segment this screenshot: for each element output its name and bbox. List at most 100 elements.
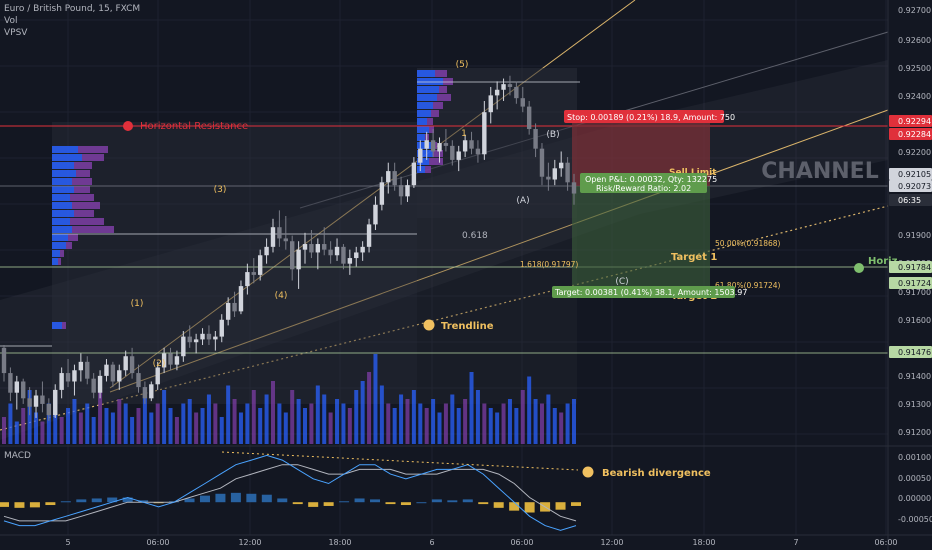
candle-body bbox=[225, 302, 231, 320]
candle-body bbox=[193, 339, 199, 343]
price-tick-label: 0.91400 bbox=[898, 372, 931, 381]
price-tick-label: 0.92700 bbox=[898, 6, 931, 15]
volume-bar bbox=[456, 408, 461, 444]
volume-bar bbox=[168, 408, 173, 444]
volume-bar bbox=[520, 390, 525, 444]
candle-body bbox=[526, 106, 532, 130]
macd-axis[interactable]: 0.00100 0.00050 0.00000 -0.00050 bbox=[898, 453, 932, 524]
channel-upper-line bbox=[109, 0, 636, 389]
volume-bar bbox=[450, 394, 455, 444]
price-badge-label: 0.92073 bbox=[898, 182, 931, 191]
candle-body bbox=[418, 148, 423, 163]
time-tick-label: 12:00 bbox=[600, 538, 623, 547]
candle-body bbox=[232, 302, 237, 312]
macd-histogram-bar bbox=[493, 502, 504, 508]
price-badge bbox=[889, 261, 932, 273]
volume-bar bbox=[85, 403, 90, 444]
candle-body bbox=[245, 272, 250, 287]
candle-body bbox=[322, 244, 327, 250]
candle-body bbox=[142, 387, 148, 399]
volume-bar bbox=[8, 403, 13, 444]
macd-histogram-bar bbox=[261, 494, 272, 503]
time-axis[interactable]: 5 06:00 12:00 18:00 6 06:00 12:00 18:00 7 06:00 bbox=[65, 538, 897, 547]
candle-body bbox=[21, 381, 26, 399]
candle-body bbox=[129, 356, 135, 374]
candle-body bbox=[283, 238, 288, 242]
candle-body bbox=[14, 381, 20, 393]
profile-bar-a bbox=[417, 110, 431, 117]
candle-body bbox=[46, 403, 52, 416]
candle-body bbox=[405, 185, 410, 197]
macd-pane bbox=[0, 454, 581, 531]
wave-1: (1) bbox=[131, 299, 144, 309]
volume-bar bbox=[546, 394, 551, 444]
time-tick-label: 5 bbox=[65, 538, 70, 547]
price-badge-label: 0.92105 bbox=[898, 170, 931, 179]
macd-histogram-bar bbox=[555, 502, 566, 510]
wave-b: (B) bbox=[546, 130, 559, 140]
macd-histogram-bar bbox=[400, 502, 411, 506]
price-tick-label: 0.91600 bbox=[898, 316, 931, 325]
macd-histogram-bar bbox=[60, 501, 71, 503]
volume-bar bbox=[469, 372, 474, 444]
profile-bar-a bbox=[417, 102, 433, 109]
candle-body bbox=[546, 176, 551, 180]
volume-bar bbox=[309, 403, 314, 444]
candle-body bbox=[219, 319, 224, 337]
macd-histogram-bar bbox=[199, 495, 210, 503]
volume-bar bbox=[251, 390, 256, 444]
candle-body bbox=[78, 361, 84, 371]
macd-histogram-bar bbox=[45, 502, 56, 506]
volume-bar bbox=[303, 408, 308, 444]
profile-bar-a bbox=[52, 146, 78, 153]
price-badge bbox=[889, 128, 932, 140]
volume-bar bbox=[565, 403, 570, 444]
candle-body bbox=[72, 370, 77, 382]
volume-bar bbox=[206, 394, 211, 444]
profile-bar-a bbox=[417, 158, 429, 165]
profile-bar-b bbox=[68, 234, 78, 241]
volume-bar bbox=[232, 399, 237, 444]
volume-bar bbox=[72, 399, 77, 444]
volume-bar bbox=[245, 403, 250, 444]
volume-bar bbox=[431, 399, 436, 444]
volume-bar bbox=[40, 421, 45, 444]
profile-bar-a bbox=[417, 166, 425, 173]
profile-bar-b bbox=[66, 242, 72, 249]
volume-bar bbox=[411, 390, 416, 444]
candle-body bbox=[97, 375, 103, 393]
volume-bar bbox=[322, 394, 327, 444]
fib-50-label: 50.00%(0.91868) bbox=[715, 239, 781, 248]
time-tick-label: 12:00 bbox=[238, 538, 261, 547]
volume-bar bbox=[386, 403, 391, 444]
macd-histogram-bar bbox=[76, 499, 87, 503]
vol-label: Vol bbox=[4, 16, 18, 26]
candle-body bbox=[187, 336, 192, 343]
candle-body bbox=[33, 395, 39, 407]
candle-body bbox=[270, 227, 276, 247]
profile-bar-b bbox=[62, 322, 66, 329]
profile-bar-a bbox=[52, 258, 58, 265]
macd-histogram-bar bbox=[107, 497, 118, 503]
candle-body bbox=[469, 140, 474, 149]
volume-bar bbox=[27, 390, 32, 444]
profile-bar-a bbox=[52, 162, 74, 169]
profile-bar-b bbox=[427, 118, 433, 125]
volume-bar bbox=[379, 385, 384, 444]
fib-0618-label: 0.618 bbox=[462, 231, 488, 241]
price-axis[interactable]: 0.92700 0.92600 0.92500 0.92400 0.92200 0.919… bbox=[889, 6, 932, 437]
fib-1618-label: 1.618(0.91797) bbox=[520, 260, 578, 269]
profile-bar-b bbox=[82, 154, 104, 161]
profile-bar-a bbox=[52, 170, 76, 177]
macd-histogram-bar bbox=[277, 498, 288, 503]
volume-bar bbox=[2, 417, 6, 444]
profile-bar-b bbox=[72, 178, 92, 185]
volume-bar bbox=[514, 408, 519, 444]
price-tick-label: 0.92600 bbox=[898, 36, 931, 45]
volume-bar bbox=[424, 408, 429, 444]
profile-bar-a bbox=[52, 186, 74, 193]
pl-box-line1: Open P&L: 0.00032, Qty: 132275 bbox=[585, 175, 717, 184]
macd-tick-label: -0.00050 bbox=[898, 515, 932, 524]
profile-bar-b bbox=[70, 218, 104, 225]
